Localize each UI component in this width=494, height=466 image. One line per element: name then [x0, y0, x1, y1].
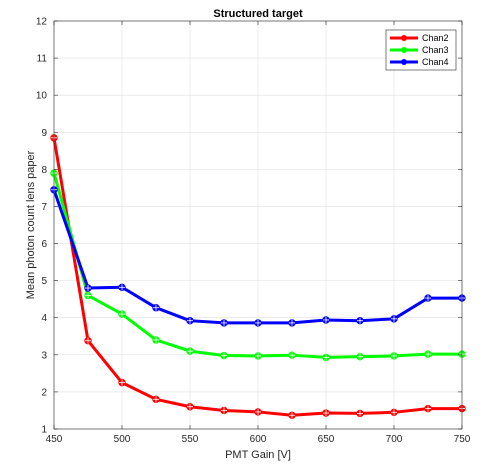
legend-label: Chan2: [422, 33, 449, 43]
legend-label: Chan3: [422, 45, 449, 55]
series-chan2: [50, 134, 466, 419]
legend-swatch-marker: [401, 47, 407, 53]
x-tick-label: 750: [454, 434, 471, 445]
y-tick-label: 2: [41, 387, 47, 398]
legend-entry-chan3: Chan3: [390, 45, 449, 55]
y-tick-label: 6: [41, 239, 47, 250]
y-tick-label: 4: [41, 313, 47, 324]
chart-title: Structured target: [213, 8, 303, 20]
x-tick-label: 550: [182, 434, 199, 445]
legend: Chan2 Chan3 Chan4: [385, 29, 457, 71]
series-layer: [50, 134, 466, 419]
x-tick-label: 700: [386, 434, 403, 445]
y-tick-label: 7: [41, 202, 47, 213]
legend-entry-chan4: Chan4: [390, 57, 449, 67]
x-tick-label: 650: [318, 434, 335, 445]
plot-area: [50, 20, 466, 430]
legend-entry-chan2: Chan2: [390, 33, 449, 43]
series-chan3: [50, 169, 466, 362]
x-axis-label: PMT Gain [V]: [225, 449, 291, 461]
x-axis-ticks: 450 500 550 600 650 700 750: [46, 21, 471, 445]
y-tick-label: 3: [41, 350, 47, 361]
legend-items: Chan2 Chan3 Chan4: [390, 33, 449, 67]
x-tick-label: 450: [46, 434, 63, 445]
y-tick-label: 12: [36, 17, 48, 28]
legend-label: Chan4: [422, 57, 449, 67]
y-tick-label: 9: [41, 128, 47, 139]
y-tick-label: 10: [36, 91, 48, 102]
x-tick-label: 600: [250, 434, 267, 445]
legend-swatch-marker: [401, 35, 407, 41]
y-tick-label: 1: [41, 425, 47, 436]
x-tick-label: 500: [114, 434, 131, 445]
legend-swatch-marker: [401, 59, 407, 65]
y-tick-label: 8: [41, 165, 47, 176]
y-tick-label: 5: [41, 276, 47, 287]
y-tick-label: 11: [37, 54, 48, 65]
y-axis-label: Mean photon count lens paper: [25, 150, 37, 299]
